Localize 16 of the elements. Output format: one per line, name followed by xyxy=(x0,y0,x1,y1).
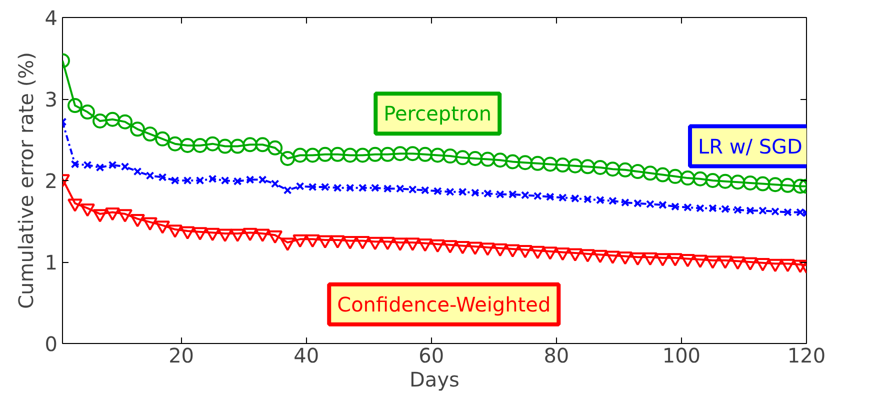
x-tick-label: 40 xyxy=(294,344,320,368)
x-tick-label: 60 xyxy=(418,344,444,368)
y-tick-label: 0 xyxy=(44,332,58,356)
x-tick-label: 100 xyxy=(662,344,701,368)
series-label: Confidence-Weighted xyxy=(337,292,551,316)
y-tick-label: 4 xyxy=(44,6,58,30)
y-tick-label: 2 xyxy=(44,169,58,193)
x-axis-title: Days xyxy=(410,368,460,392)
y-axis-title: Cumulative error rate (%) xyxy=(14,52,38,309)
x-tick-label: 80 xyxy=(544,344,570,368)
x-tick-label: 120 xyxy=(787,344,826,368)
text: LR w/ SGD xyxy=(698,134,802,158)
y-tick-label: 3 xyxy=(44,88,58,112)
x-tick-label: 20 xyxy=(168,344,194,368)
series-label: Perceptron xyxy=(384,102,492,126)
y-tick-label: 1 xyxy=(44,250,58,274)
